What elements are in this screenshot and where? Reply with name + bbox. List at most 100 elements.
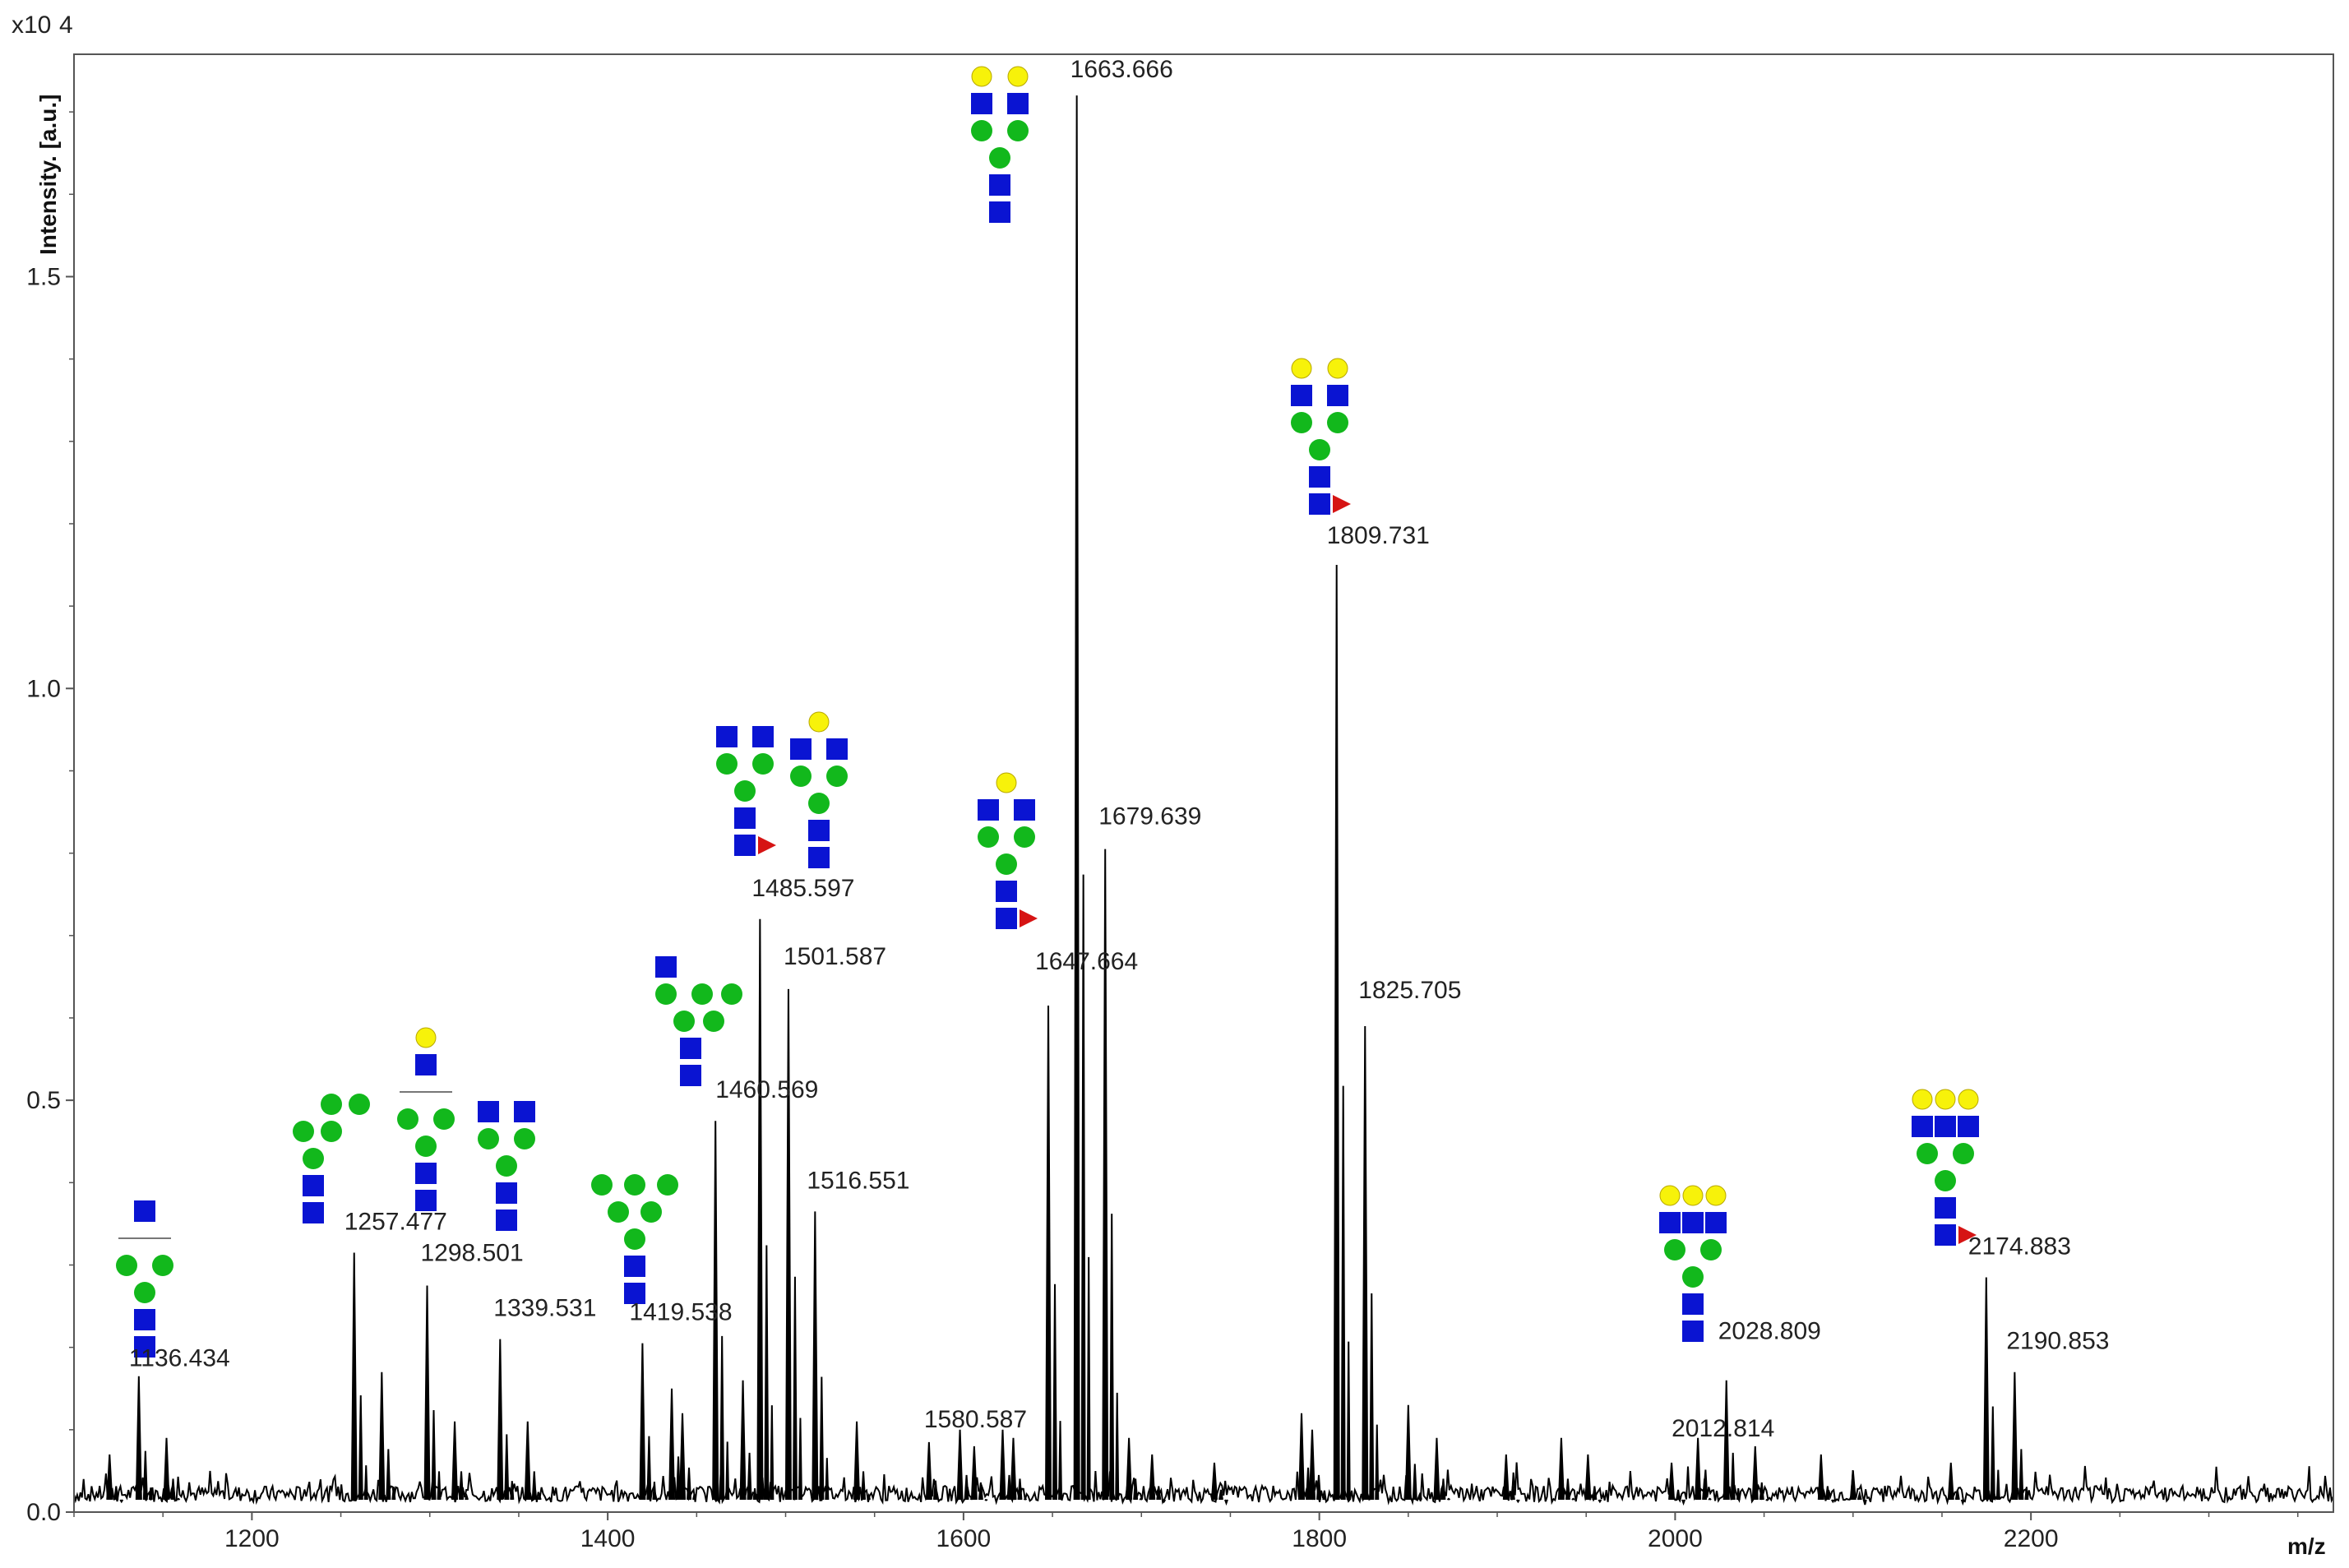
mannose-circle bbox=[1682, 1266, 1704, 1288]
hexnac-square bbox=[1682, 1321, 1704, 1342]
hexnac-square bbox=[496, 1210, 517, 1231]
hexnac-square bbox=[1912, 1116, 1933, 1137]
peak-label: 1136.434 bbox=[129, 1345, 230, 1372]
mannose-circle bbox=[1327, 412, 1348, 433]
hexnac-square bbox=[790, 738, 812, 760]
hexnac-square bbox=[1659, 1212, 1681, 1233]
mannose-circle bbox=[691, 983, 713, 1005]
galactose-circle bbox=[971, 66, 992, 87]
x-tick-label: 1800 bbox=[1292, 1525, 1347, 1552]
peak-1825.705 bbox=[1362, 1025, 1380, 1500]
minor-peak bbox=[1557, 1437, 1575, 1501]
hexnac-square bbox=[680, 1065, 701, 1086]
hexnac-square bbox=[303, 1202, 324, 1223]
peak-2174.883 bbox=[1982, 1277, 2000, 1501]
mannose-circle bbox=[624, 1228, 645, 1250]
glycan-1647 bbox=[978, 772, 1038, 929]
glycan-2028 bbox=[1659, 1185, 1727, 1342]
mannose-circle bbox=[826, 765, 848, 787]
hexnac-square bbox=[134, 1309, 155, 1330]
y-tick-label: 0.5 bbox=[26, 1087, 61, 1114]
hexnac-square bbox=[752, 726, 774, 747]
mannose-circle bbox=[989, 147, 1010, 169]
glycan-1298 bbox=[397, 1027, 455, 1211]
hexnac-square bbox=[996, 908, 1017, 929]
minor-peak bbox=[1849, 1470, 1867, 1506]
glycan-1460 bbox=[655, 956, 742, 1086]
mannose-circle bbox=[1917, 1143, 1938, 1164]
hexnac-square bbox=[1682, 1293, 1704, 1315]
peak-label: 1809.731 bbox=[1327, 522, 1430, 549]
mannose-circle bbox=[608, 1201, 629, 1223]
peak-1136.434 bbox=[135, 1376, 153, 1501]
peak-1257.477 bbox=[350, 1252, 368, 1501]
galactose-circle bbox=[1682, 1185, 1704, 1206]
y-axis-title: Intensity. [a.u.] bbox=[35, 95, 61, 256]
mannose-circle bbox=[808, 793, 830, 814]
minor-peak bbox=[956, 1429, 974, 1501]
galactose-circle bbox=[1912, 1089, 1933, 1110]
peak-1501.587 bbox=[784, 988, 802, 1500]
peak-label: 1460.569 bbox=[715, 1076, 818, 1103]
peak-1647.664 bbox=[1045, 1005, 1063, 1500]
peak-label: 1298.501 bbox=[421, 1240, 524, 1267]
mannose-circle bbox=[1309, 439, 1330, 460]
peak-2028.809 bbox=[1722, 1380, 1741, 1501]
hexnac-square bbox=[734, 835, 756, 856]
mannose-circle bbox=[496, 1155, 517, 1177]
mannose-circle bbox=[152, 1255, 173, 1276]
peak-label: 2012.814 bbox=[1672, 1415, 1774, 1442]
galactose-circle bbox=[1007, 66, 1029, 87]
hexnac-square bbox=[478, 1101, 499, 1122]
minor-peak bbox=[1126, 1437, 1143, 1501]
peak-1339.531 bbox=[497, 1339, 515, 1501]
peak-2012.814 bbox=[1695, 1437, 1712, 1501]
minor-peak bbox=[739, 1380, 757, 1501]
hexnac-square bbox=[716, 726, 738, 747]
minor-peak bbox=[1751, 1445, 1769, 1501]
mannose-circle bbox=[752, 753, 774, 775]
mannose-circle bbox=[116, 1255, 137, 1276]
glycan-1501 bbox=[790, 711, 848, 868]
hexnac-square bbox=[134, 1200, 155, 1222]
minor-peak bbox=[1947, 1462, 1965, 1506]
peak-label: 1679.639 bbox=[1098, 803, 1201, 830]
galactose-circle bbox=[1291, 358, 1312, 379]
hexnac-square bbox=[989, 201, 1010, 223]
plot-frame bbox=[73, 53, 2334, 1513]
peak-label: 1257.477 bbox=[344, 1208, 447, 1235]
y-multiplier-label: x10 bbox=[12, 12, 51, 39]
x-axis-title: m/z bbox=[2287, 1533, 2326, 1559]
peak-label: 1580.587 bbox=[924, 1406, 1027, 1433]
hexnac-square bbox=[624, 1256, 645, 1277]
hexnac-square bbox=[134, 1336, 155, 1358]
minor-peak bbox=[970, 1445, 988, 1501]
peak-label: 2174.883 bbox=[1968, 1233, 2071, 1260]
hexnac-square bbox=[971, 93, 992, 114]
glycan-1485 bbox=[716, 726, 776, 856]
hexnac-square bbox=[978, 799, 999, 821]
minor-peak bbox=[853, 1421, 872, 1501]
minor-peak bbox=[1433, 1437, 1451, 1501]
fucose-triangle bbox=[758, 836, 776, 854]
x-tick-label: 2000 bbox=[1648, 1525, 1703, 1552]
peak-label: 1647.664 bbox=[1035, 948, 1138, 975]
fucose-triangle bbox=[1958, 1226, 1977, 1244]
minor-peak bbox=[378, 1371, 396, 1501]
mannose-circle bbox=[321, 1094, 342, 1115]
mannose-circle bbox=[1700, 1239, 1722, 1260]
hexnac-square bbox=[624, 1283, 645, 1304]
mannose-circle bbox=[790, 765, 812, 787]
mannose-circle bbox=[657, 1174, 678, 1196]
x-tick-label: 1400 bbox=[580, 1525, 636, 1552]
minor-peak bbox=[1404, 1404, 1422, 1501]
mannose-circle bbox=[415, 1136, 437, 1157]
mannose-circle bbox=[978, 826, 999, 848]
glycan-1809 bbox=[1291, 358, 1351, 515]
mannose-circle bbox=[1007, 120, 1029, 141]
x-tick-label: 1600 bbox=[936, 1525, 992, 1552]
mannose-circle bbox=[478, 1128, 499, 1149]
hexnac-square bbox=[415, 1054, 437, 1075]
peak-1516.551 bbox=[812, 1211, 830, 1500]
